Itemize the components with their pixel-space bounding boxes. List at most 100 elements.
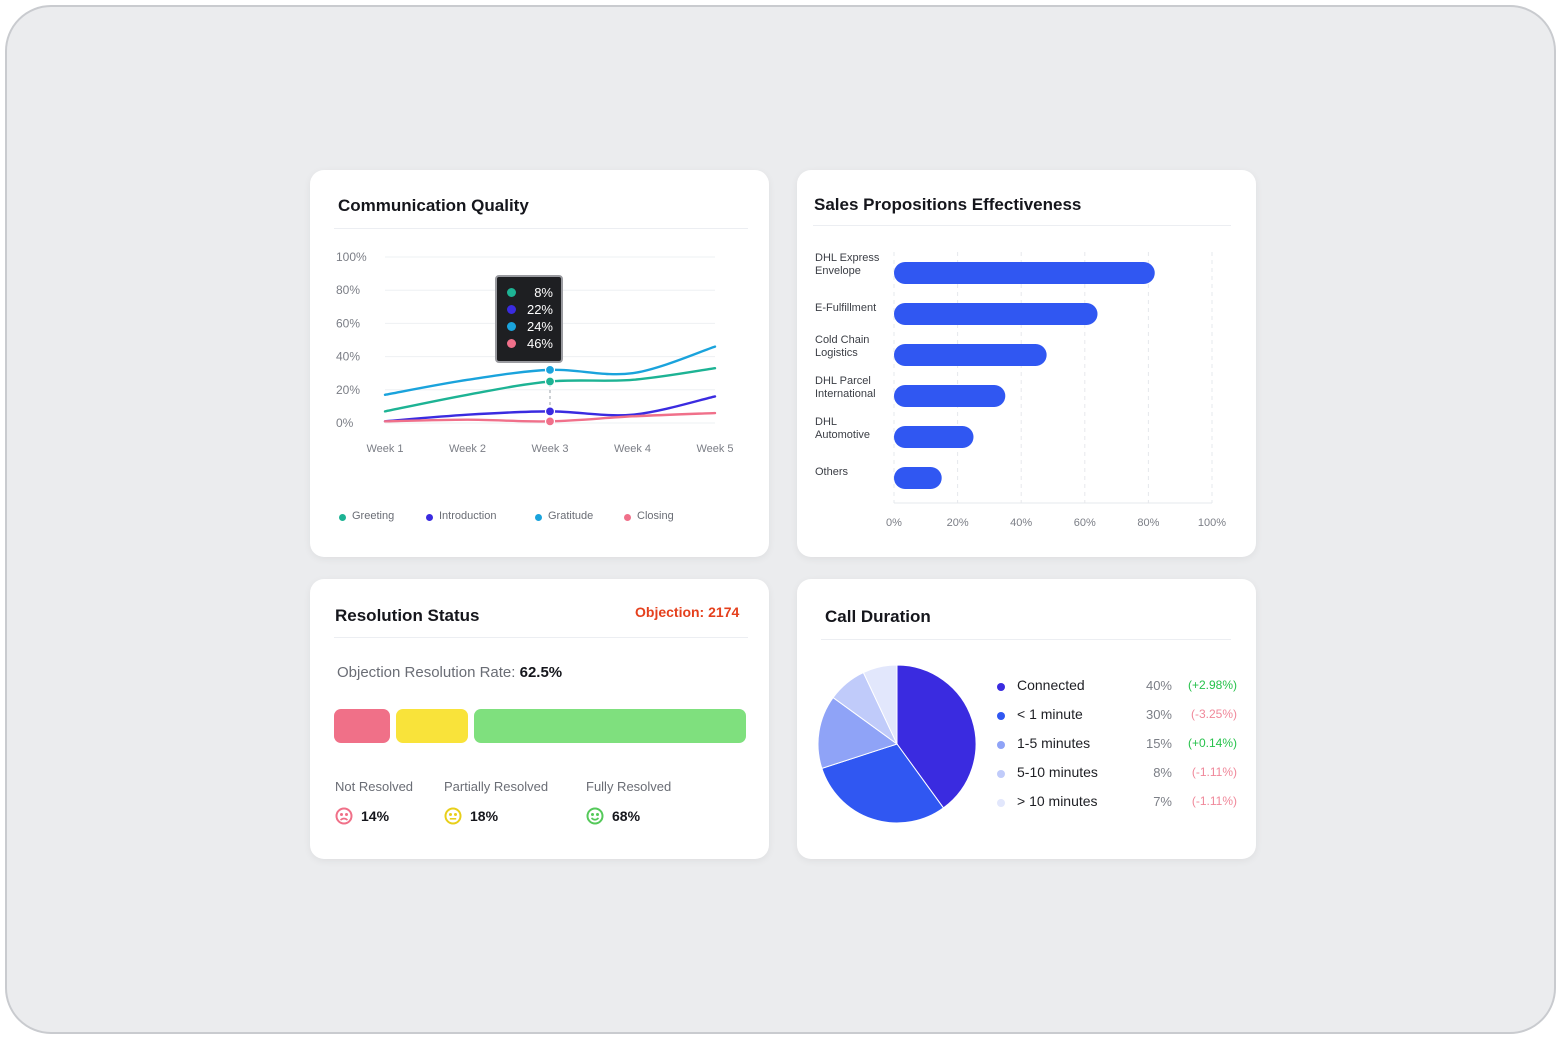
x-tick-label: 40% [1010,517,1032,529]
y-tick-label: 40% [336,350,360,364]
communication-quality-title: Communication Quality [338,196,529,215]
bar-others[interactable] [894,467,942,489]
hover-point-introduction [544,406,556,417]
slice-connected[interactable] [896,664,977,809]
segment-not-resolved [334,709,390,743]
resolution-status-card: Resolution Status Objection: 2174 Object… [310,579,769,859]
segment-partially-resolved [396,709,468,743]
resolution-status-title: Resolution Status [335,606,480,625]
legend-label: Introduction [439,510,497,522]
tooltip-value: 46% [526,336,553,351]
call-duration-pie-chart[interactable] [807,654,987,834]
legend-label: Gratitude [548,510,594,522]
x-tick-label: Week 2 [449,443,486,455]
segment-fully-resolved [474,709,746,743]
x-tick-label: 20% [947,517,969,529]
dot-icon [997,799,1005,807]
slice-10-minutes[interactable] [862,664,898,745]
y-tick-label: 80% [336,283,360,297]
dot-icon [997,770,1005,778]
category-label: DHL Automotive [815,416,870,441]
resolution-status-divider [334,637,748,638]
communication-quality-divider [334,228,748,229]
legend-percent: 30% [1145,707,1172,722]
legend-percent: 15% [1145,736,1172,751]
tooltip-row: 24% [505,319,553,335]
tooltip-value: 22% [526,302,553,317]
bar-dhl-parcel-international[interactable] [894,385,1006,407]
happy-face-icon [586,807,604,825]
tooltip-row: 22% [505,302,553,318]
legend-row-5-10-minutes[interactable]: 5-10 minutes 8% (-1.11%) [997,764,1237,784]
dot-icon [997,712,1005,720]
tooltip-row: 46% [505,336,553,352]
legend-change: (-3.25%) [1190,707,1237,721]
y-tick-label: 100% [336,250,367,264]
legend-row-1-5-minutes[interactable]: 1-5 minutes 15% (+0.14%) [997,735,1237,755]
communication-quality-line-chart[interactable]: 100% 80% 60% 40% 20% 0% Week 1 Week 2 Week 3 Week… [310,170,769,557]
legend-label: 5-10 minutes [1017,764,1098,780]
call-duration-title: Call Duration [825,607,931,626]
bar-dhl-automotive[interactable] [894,426,974,448]
legend-row-1-minute[interactable]: < 1 minute 30% (-3.25%) [997,706,1237,726]
stat-value: 18% [470,808,499,824]
dot-icon [507,288,516,297]
bar-e-fulfillment[interactable] [894,303,1098,325]
category-label: E-Fulfillment [815,302,876,314]
category-label: Others [815,466,849,478]
legend-label: < 1 minute [1017,706,1083,722]
call-duration-divider [821,639,1231,640]
dot-icon [535,514,542,521]
bar-cold-chain-logistics[interactable] [894,344,1047,366]
legend-label: 1-5 minutes [1017,735,1091,751]
rate-value: 62.5% [519,664,563,681]
x-tick-label: 80% [1137,517,1159,529]
dot-icon [507,322,516,331]
legend-label: Closing [637,510,674,522]
dot-icon [507,339,516,348]
category-label: DHL Parcel International [815,375,876,400]
sales-propositions-card: Sales Propositions Effectiveness 0% 20% 40… [797,170,1256,557]
communication-quality-card: Communication Quality 100% 80% 60% 40% 20% 0%… [310,170,769,557]
tooltip-value: 24% [526,319,553,334]
objection-resolution-rate: Objection Resolution Rate: 62.5% [337,664,562,681]
tooltip-row: 8% [505,285,553,301]
x-tick-label: Week 3 [531,443,568,455]
slice-1-minute[interactable] [821,743,945,824]
stat-label: Not Resolved [335,779,414,794]
category-label: DHL Express Envelope [815,252,880,277]
legend-row-10-minutes[interactable]: > 10 minutes 7% (-1.11%) [997,793,1237,813]
legend-change: (-1.11%) [1191,794,1237,808]
bar-dhl-express-envelope[interactable] [894,262,1155,284]
call-duration-card: Call Duration Connected 40% (+2.98%) < 1 mi… [797,579,1256,859]
legend-label: Connected [1017,677,1085,693]
hover-point-greeting [544,376,556,387]
legend-change: (-1.11%) [1191,765,1237,779]
x-tick-label: 0% [886,517,902,529]
legend-change: (+0.14%) [1187,736,1237,750]
sales-propositions-bar-chart[interactable]: 0% 20% 40% 60% 80% 100% DHL Express Envelope E-F… [797,170,1256,557]
tooltip: 8% 22% 24% 46% [495,275,563,363]
dot-icon [624,514,631,521]
x-tick-label: Week 1 [366,443,403,455]
tooltip-value: 8% [534,285,553,300]
category-label: Cold Chain Logistics [815,334,869,359]
hover-point-gratitude [544,364,556,375]
hover-point-closing [544,416,556,427]
stat-label: Partially Resolved [444,779,549,794]
x-tick-label: 100% [1198,517,1226,529]
objection-label: Objection: [635,604,705,620]
sales-propositions-title: Sales Propositions Effectiveness [814,195,1082,214]
legend-row-connected[interactable]: Connected 40% (+2.98%) [997,677,1237,697]
objection-value: 2174 [708,604,740,620]
slice-1-5-minutes[interactable] [817,696,899,770]
legend-percent: 40% [1145,678,1172,693]
y-tick-label: 20% [336,383,360,397]
rate-label: Objection Resolution Rate: [337,664,516,681]
stat-value: 14% [361,808,390,824]
sales-propositions-divider [813,225,1231,226]
x-tick-label: Week 4 [614,443,651,455]
objection-count: Objection: 2174 [635,604,739,620]
x-tick-label: 60% [1074,517,1096,529]
y-tick-label: 60% [336,316,360,330]
